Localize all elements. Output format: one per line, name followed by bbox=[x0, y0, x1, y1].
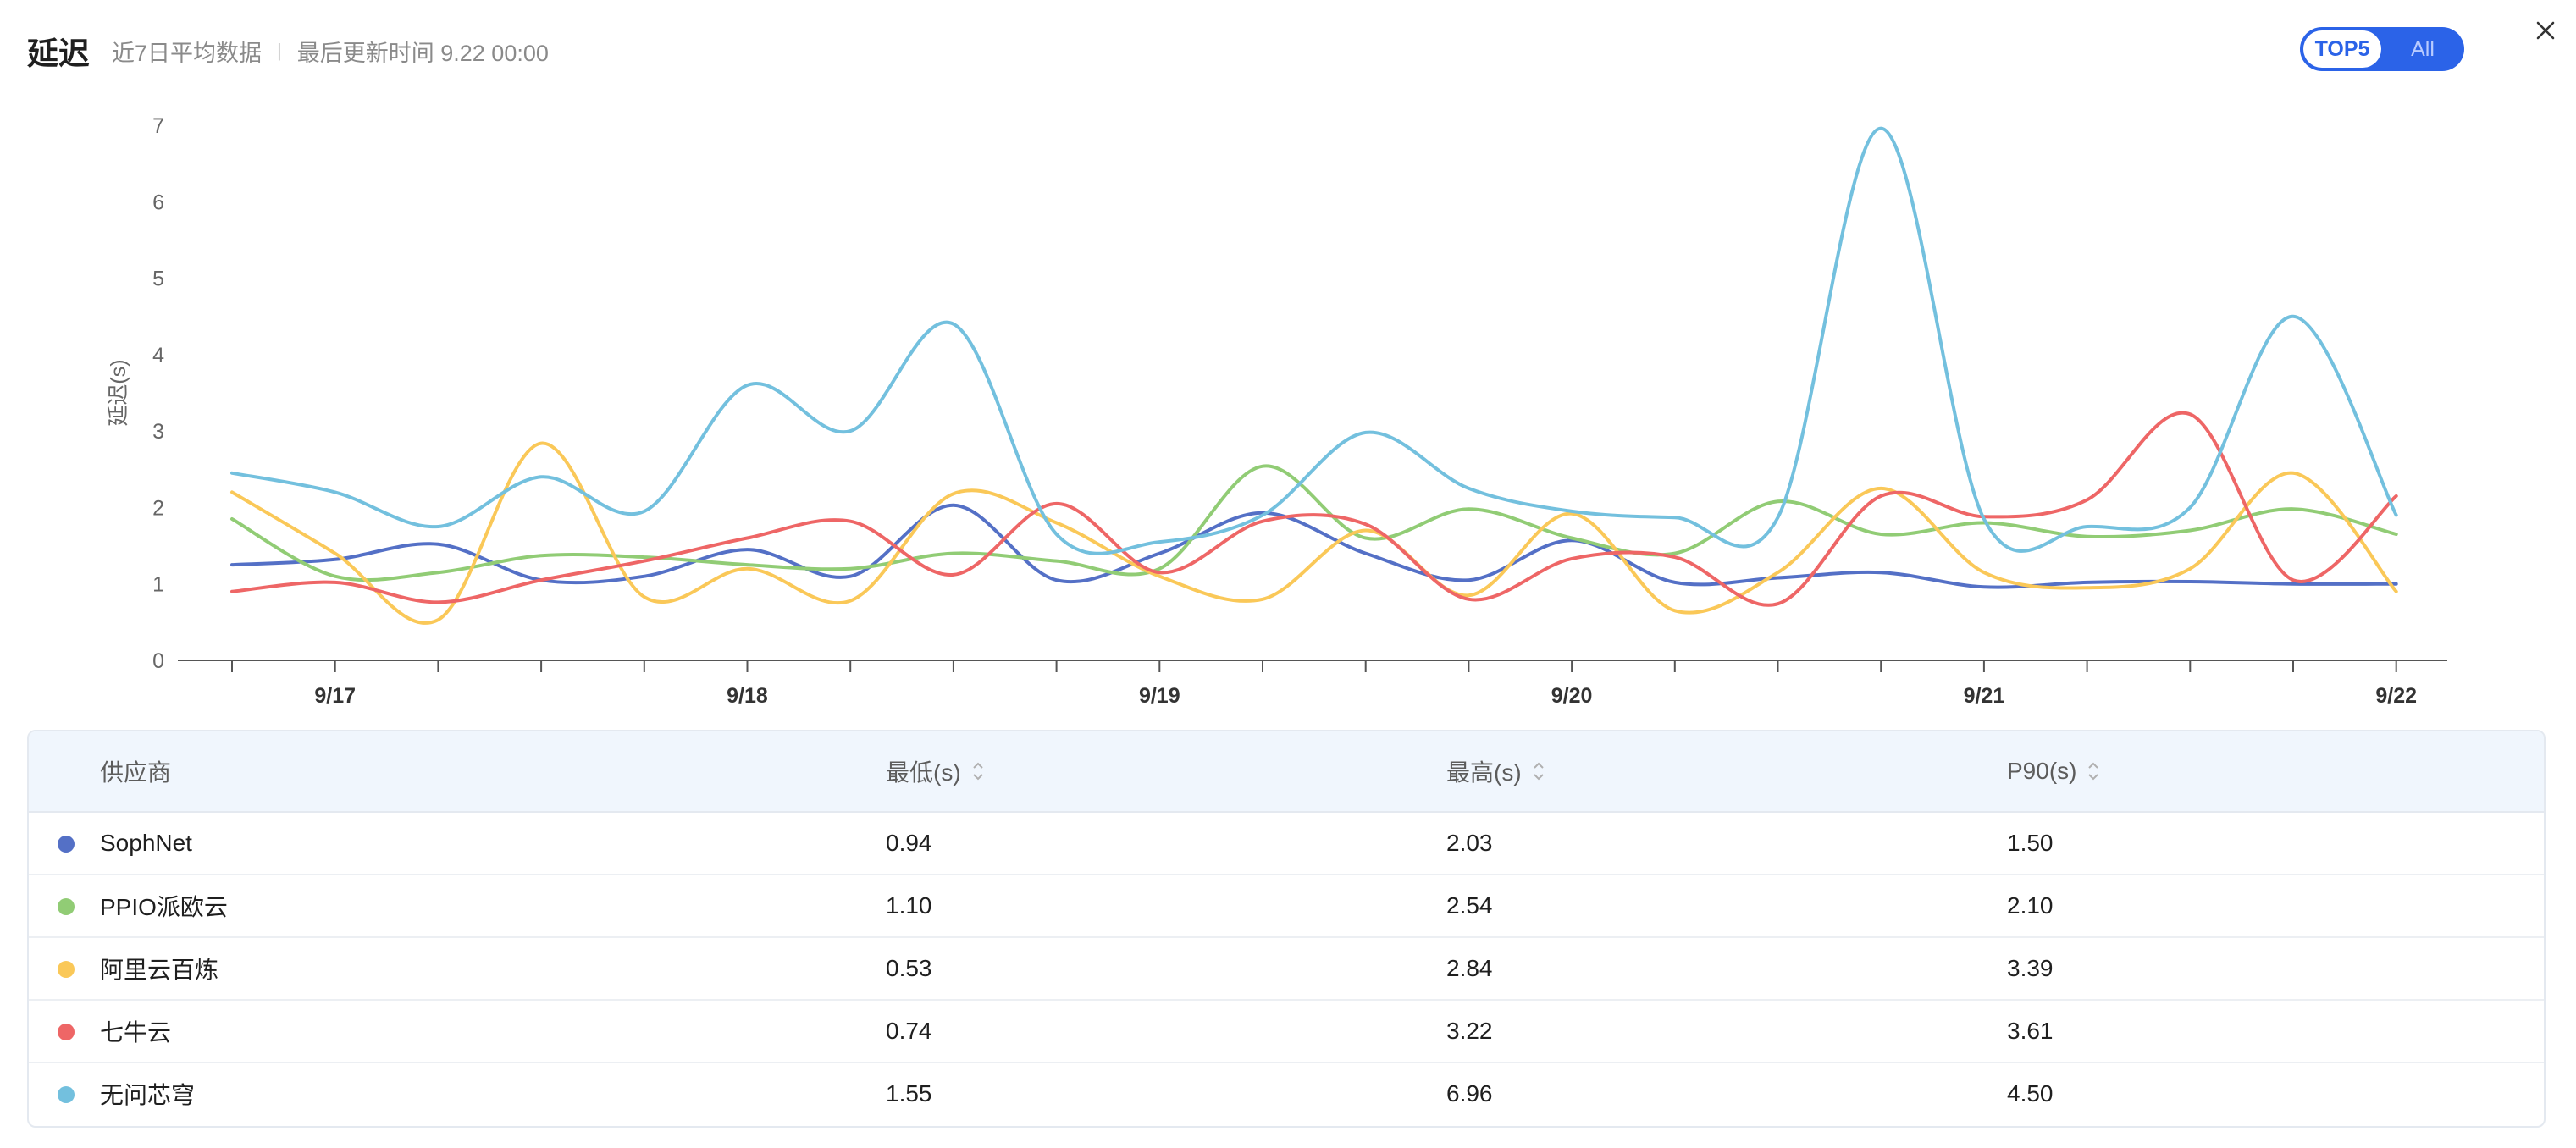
y-tick-label: 1 bbox=[152, 573, 164, 597]
p90-value: 2.10 bbox=[2007, 892, 2054, 919]
y-tick-label: 7 bbox=[152, 114, 164, 138]
provider-name: 无问芯穹 bbox=[100, 1082, 196, 1108]
subtitle: 近7日平均数据 bbox=[112, 40, 263, 66]
last-updated: 最后更新时间 9.22 00:00 bbox=[296, 40, 549, 66]
x-axis: 9/17 9/18 9/19 9/20 9/21 9/22 bbox=[178, 660, 2447, 708]
table-row: PPIO派欧云 1.10 2.54 2.10 bbox=[29, 875, 2544, 938]
min-value: 0.74 bbox=[886, 1018, 932, 1044]
provider-name: PPIO派欧云 bbox=[100, 894, 228, 920]
series-line-无问芯穹 bbox=[230, 126, 2398, 555]
series-color-dot bbox=[58, 1024, 75, 1040]
p90-value: 3.61 bbox=[2007, 1018, 2054, 1044]
y-tick-label: 2 bbox=[152, 496, 164, 520]
close-icon[interactable] bbox=[2530, 15, 2561, 46]
provider-name: 阿里云百炼 bbox=[100, 957, 219, 983]
y-axis: 0 1 2 3 4 5 6 7 bbox=[152, 114, 164, 673]
table-header: 供应商 最低(s) 最高(s) P90(s) bbox=[29, 731, 2544, 813]
max-value: 2.54 bbox=[1446, 892, 1493, 919]
table-row: 七牛云 0.74 3.22 3.61 bbox=[29, 1001, 2544, 1063]
x-tick-label: 9/17 bbox=[314, 684, 356, 708]
page-title: 延迟 bbox=[27, 36, 90, 71]
min-value: 1.10 bbox=[886, 892, 932, 919]
series-line-七牛云 bbox=[230, 411, 2398, 607]
toggle-option-all[interactable]: All bbox=[2411, 36, 2435, 61]
header-divider: | bbox=[277, 40, 282, 61]
y-tick-label: 5 bbox=[152, 268, 164, 291]
max-value: 2.84 bbox=[1446, 955, 1493, 981]
p90-value: 3.39 bbox=[2007, 955, 2054, 981]
column-min[interactable]: 最低(s) bbox=[886, 731, 985, 811]
x-tick-label: 9/21 bbox=[1964, 684, 2005, 708]
provider-name: 七牛云 bbox=[100, 1019, 172, 1046]
min-value: 0.53 bbox=[886, 955, 932, 981]
x-tick-label: 9/19 bbox=[1139, 684, 1180, 708]
sort-icon[interactable] bbox=[971, 759, 985, 784]
series-color-dot bbox=[58, 898, 75, 915]
series-color-dot bbox=[58, 961, 75, 978]
series-line-阿里云百炼 bbox=[230, 441, 2398, 625]
sort-icon[interactable] bbox=[2087, 759, 2100, 784]
column-provider: 供应商 bbox=[100, 731, 171, 811]
series-line-SophNet bbox=[230, 503, 2398, 589]
toggle-option-top5[interactable]: TOP5 bbox=[2303, 30, 2381, 68]
series-lines bbox=[230, 126, 2398, 625]
column-min-label: 最低(s) bbox=[886, 759, 961, 786]
latency-line-chart: 0 1 2 3 4 5 6 7 延迟(s) 9/17 9/18 9/19 9/20 9/21 9/22 bbox=[107, 114, 2447, 708]
y-tick-label: 3 bbox=[152, 420, 164, 444]
column-p90-label: P90(s) bbox=[2007, 758, 2077, 784]
max-value: 3.22 bbox=[1446, 1018, 1493, 1044]
x-tick-label: 9/20 bbox=[1551, 684, 1593, 708]
table-row: 无问芯穹 1.55 6.96 4.50 bbox=[29, 1063, 2544, 1126]
p90-value: 4.50 bbox=[2007, 1080, 2054, 1107]
column-max[interactable]: 最高(s) bbox=[1446, 731, 1545, 811]
column-p90[interactable]: P90(s) bbox=[2007, 731, 2100, 811]
provider-name: SophNet bbox=[100, 830, 192, 856]
x-tick-label: 9/22 bbox=[2375, 684, 2417, 708]
series-color-dot bbox=[58, 836, 75, 853]
p90-value: 1.50 bbox=[2007, 830, 2054, 856]
provider-table: 供应商 最低(s) 最高(s) P90(s) bbox=[27, 730, 2546, 1128]
y-tick-label: 6 bbox=[152, 190, 164, 214]
header: 延迟 近7日平均数据 | 最后更新时间 9.22 00:00 bbox=[27, 19, 549, 83]
series-color-dot bbox=[58, 1086, 75, 1103]
table-row: 阿里云百炼 0.53 2.84 3.39 bbox=[29, 938, 2544, 1001]
max-value: 2.03 bbox=[1446, 830, 1493, 856]
min-value: 0.94 bbox=[886, 830, 932, 856]
y-axis-label: 延迟(s) bbox=[107, 359, 130, 426]
y-tick-label: 0 bbox=[152, 649, 164, 673]
series-line-PPIO派欧云 bbox=[230, 464, 2398, 582]
top5-all-toggle[interactable]: TOP5 All bbox=[2300, 27, 2464, 71]
min-value: 1.55 bbox=[886, 1080, 932, 1107]
x-tick-label: 9/18 bbox=[727, 684, 768, 708]
y-tick-label: 4 bbox=[152, 344, 164, 367]
max-value: 6.96 bbox=[1446, 1080, 1493, 1107]
table-row: SophNet 0.94 2.03 1.50 bbox=[29, 813, 2544, 875]
column-provider-label: 供应商 bbox=[100, 759, 172, 786]
sort-icon[interactable] bbox=[1532, 759, 1545, 784]
column-max-label: 最高(s) bbox=[1446, 759, 1522, 786]
